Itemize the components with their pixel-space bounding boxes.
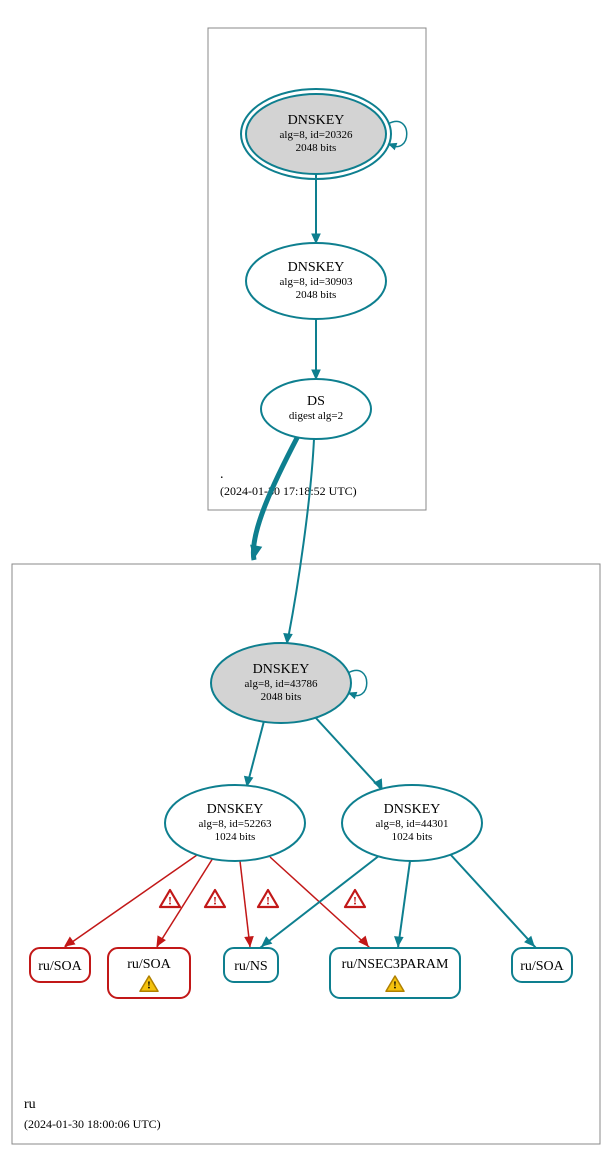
node-root_zsk: DNSKEYalg=8, id=309032048 bits <box>246 243 386 319</box>
svg-text:DNSKEY: DNSKEY <box>288 260 345 275</box>
svg-text:!: ! <box>147 980 151 992</box>
svg-text:digest alg=2: digest alg=2 <box>289 410 343 422</box>
svg-text:alg=8, id=43786: alg=8, id=43786 <box>245 678 318 690</box>
svg-text:ru/SOA: ru/SOA <box>520 959 564 974</box>
edge-ru_zsk2-nsec3 <box>398 861 410 948</box>
diagram-container: . (2024-01-30 17:18:52 UTC) ru (2024-01-30 … <box>0 0 611 1162</box>
svg-text:1024 bits: 1024 bits <box>215 831 256 843</box>
svg-text:2048 bits: 2048 bits <box>261 691 302 703</box>
node-root_ds: DSdigest alg=2 <box>261 379 371 439</box>
edge-ru_zsk1-ns_teal <box>240 861 250 947</box>
svg-text:!: ! <box>168 894 172 908</box>
svg-text:!: ! <box>213 894 217 908</box>
svg-text:1024 bits: 1024 bits <box>392 831 433 843</box>
svg-text:DNSKEY: DNSKEY <box>253 662 310 677</box>
edge-ru_ksk-ru_zsk2 <box>315 717 382 790</box>
edge-ru_zsk2-soa_teal <box>450 854 536 948</box>
svg-text:DNSKEY: DNSKEY <box>207 802 264 817</box>
svg-text:DNSKEY: DNSKEY <box>288 113 345 128</box>
svg-text:!: ! <box>393 980 397 992</box>
svg-text:(2024-01-30 18:00:06 UTC): (2024-01-30 18:00:06 UTC) <box>24 1117 161 1131</box>
edge-root_ds-ru_ksk_thick <box>253 436 298 560</box>
svg-text:ru: ru <box>24 1097 36 1112</box>
svg-text:2048 bits: 2048 bits <box>296 289 337 301</box>
leaf-soa_teal: ru/SOA <box>512 948 572 982</box>
svg-text:!: ! <box>353 894 357 908</box>
svg-text:alg=8, id=30903: alg=8, id=30903 <box>280 276 353 288</box>
edge-ru_ksk-ru_zsk1 <box>247 721 264 786</box>
node-ru_ksk: DNSKEYalg=8, id=437862048 bits <box>211 643 367 723</box>
svg-text:alg=8, id=52263: alg=8, id=52263 <box>199 818 272 830</box>
svg-text:.: . <box>220 467 224 482</box>
svg-text:ru/SOA: ru/SOA <box>38 959 82 974</box>
svg-text:2048 bits: 2048 bits <box>296 142 337 154</box>
svg-text:ru/NS: ru/NS <box>234 959 267 974</box>
svg-text:(2024-01-30 17:18:52 UTC): (2024-01-30 17:18:52 UTC) <box>220 484 357 498</box>
leaf-soa_red1: ru/SOA <box>30 948 90 982</box>
node-root_ksk: DNSKEYalg=8, id=203262048 bits <box>241 89 407 179</box>
node-ru_zsk1: DNSKEYalg=8, id=522631024 bits <box>165 785 305 861</box>
svg-text:alg=8, id=44301: alg=8, id=44301 <box>376 818 449 830</box>
svg-text:ru/SOA: ru/SOA <box>127 957 171 972</box>
svg-text:alg=8, id=20326: alg=8, id=20326 <box>280 129 353 141</box>
svg-text:DS: DS <box>307 394 325 409</box>
dnssec-diagram: . (2024-01-30 17:18:52 UTC) ru (2024-01-30 … <box>0 0 611 1162</box>
svg-text:DNSKEY: DNSKEY <box>384 802 441 817</box>
node-ru_zsk2: DNSKEYalg=8, id=443011024 bits <box>342 785 482 861</box>
svg-text:!: ! <box>266 894 270 908</box>
edge-root_ds-ru_ksk <box>287 439 314 644</box>
svg-text:ru/NSEC3PARAM: ru/NSEC3PARAM <box>342 957 449 972</box>
leaf-ns_teal: ru/NS <box>224 948 278 982</box>
